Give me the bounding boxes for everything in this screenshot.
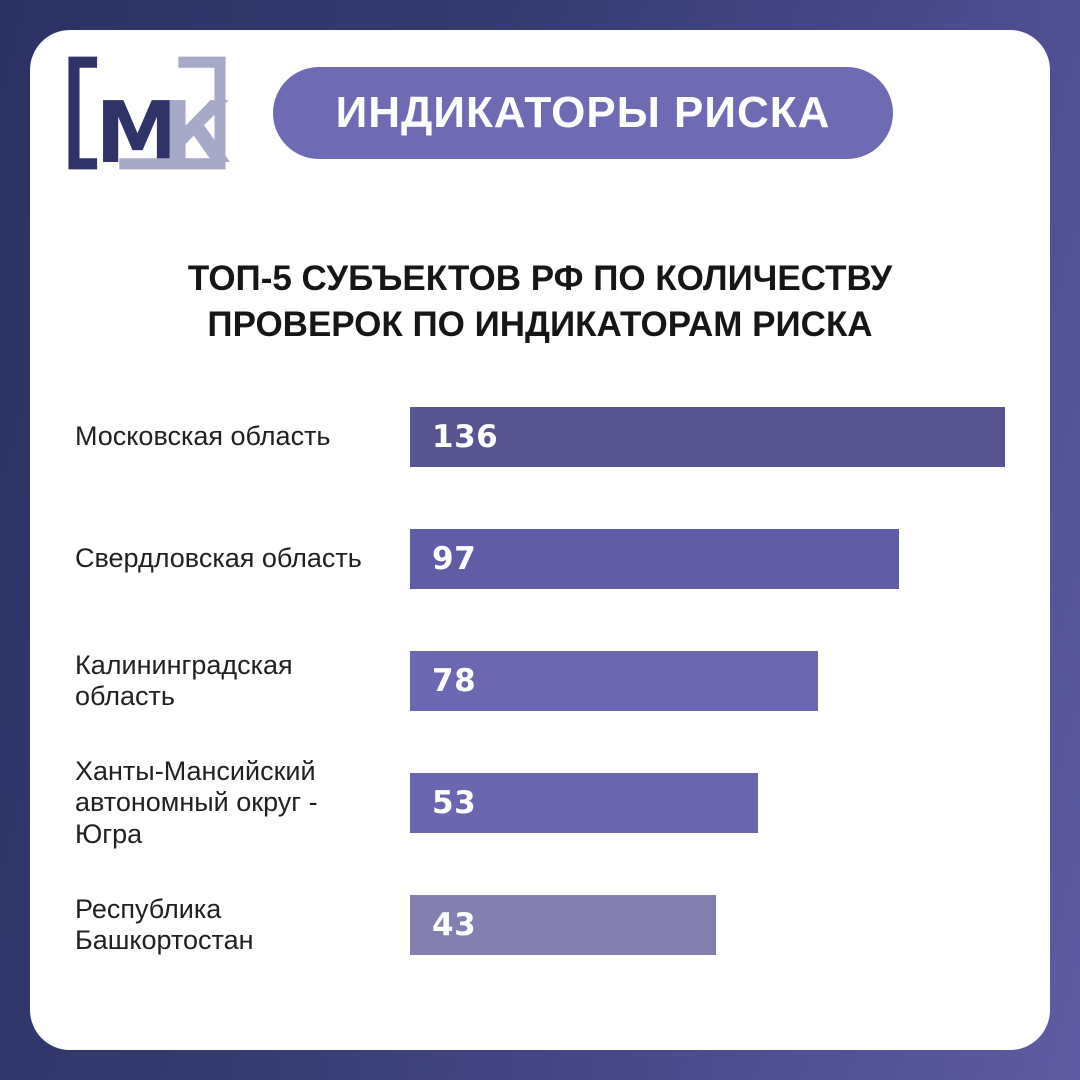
bar: 136	[410, 407, 1005, 468]
bar-track: 97	[410, 529, 1005, 590]
bar-track: 53	[410, 773, 1005, 834]
category-label: Республика Башкортостан	[75, 893, 254, 956]
bar-value-label: 136	[432, 419, 499, 456]
bar-value-label: 78	[432, 663, 477, 700]
logo-letter-k: К	[162, 84, 231, 174]
chart-title-line1: ТОП-5 СУБЪЕКТОВ РФ ПО КОЛИЧЕСТВУ	[187, 259, 893, 298]
bar: 53	[410, 773, 759, 834]
category-label: Калининградская область	[75, 649, 293, 712]
chart-row: Ханты-Мансийский автономный округ - Югра…	[75, 742, 1005, 864]
logo-left-bracket	[68, 56, 98, 170]
bar-value-label: 97	[432, 541, 477, 578]
risk-indicators-badge: ИНДИКАТОРЫ РИСКА	[273, 67, 893, 159]
chart-title: ТОП-5 СУБЪЕКТОВ РФ ПО КОЛИЧЕСТВУ ПРОВЕРО…	[30, 256, 1050, 348]
bar: 78	[410, 651, 819, 712]
logo-right-bracket	[119, 56, 226, 170]
bar-track: 78	[410, 651, 1005, 712]
bar: 43	[410, 895, 716, 956]
bar-track: 43	[410, 895, 1005, 956]
chart-row: Калининградская область 78	[75, 620, 1005, 742]
header: М К ИНДИКАТОРЫ РИСКА	[63, 52, 1005, 174]
infographic-card: М К ИНДИКАТОРЫ РИСКА ТОП-5 СУБЪЕКТОВ РФ …	[30, 30, 1050, 1050]
bar-track: 136	[410, 407, 1005, 468]
bar-chart: Московская область 136 Свердловская област…	[30, 376, 1050, 986]
category-label: Ханты-Мансийский автономный округ - Югра	[75, 755, 318, 850]
category-label: Свердловская область	[75, 543, 362, 574]
bar-value-label: 43	[432, 907, 477, 944]
category-label: Московская область	[75, 421, 331, 452]
chart-row: Московская область 136	[75, 376, 1005, 498]
chart-row: Свердловская область 97	[75, 498, 1005, 620]
chart-title-line2: ПРОВЕРОК ПО ИНДИКАТОРАМ РИСКА	[207, 305, 873, 345]
bar-value-label: 53	[432, 785, 477, 822]
chart-row: Республика Башкортостан 43	[75, 864, 1005, 986]
bar: 97	[410, 529, 900, 590]
mk-logo: М К	[68, 56, 231, 174]
